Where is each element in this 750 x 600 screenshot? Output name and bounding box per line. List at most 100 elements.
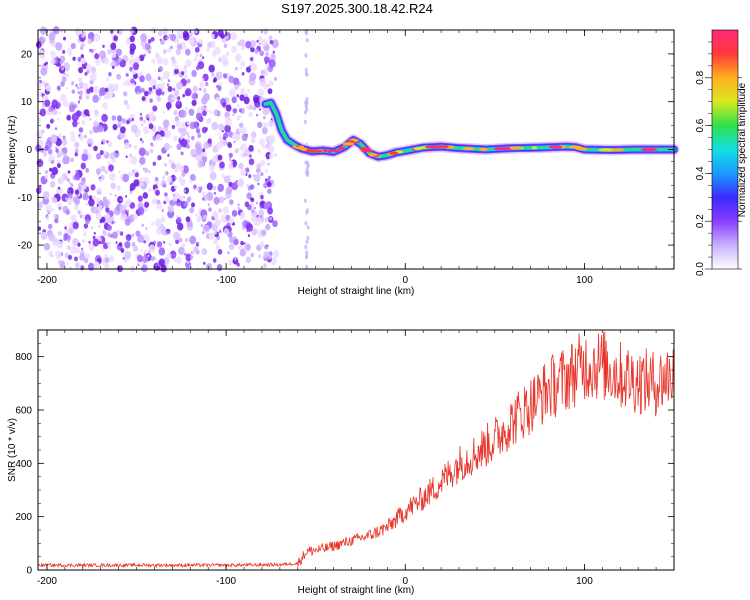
noise-blob	[192, 85, 198, 93]
noise-blob	[261, 229, 267, 236]
noise-blob	[158, 30, 163, 36]
noise-blob	[66, 262, 69, 266]
noise-blob	[248, 145, 254, 152]
noise-blob	[304, 53, 308, 58]
noise-blob	[137, 195, 143, 202]
noise-blob	[170, 33, 176, 42]
noise-blob	[173, 258, 177, 262]
noise-blob	[129, 153, 133, 158]
noise-blob	[263, 28, 269, 35]
noise-blob	[201, 191, 206, 196]
noise-blob	[223, 73, 228, 79]
noise-blob	[259, 241, 265, 248]
noise-blob	[87, 38, 93, 45]
noise-blob	[231, 96, 237, 104]
signal-hotspot	[309, 149, 323, 153]
noise-blob	[117, 123, 121, 128]
colorbar-label: Normalized spectral amplitude	[737, 82, 748, 217]
noise-blob	[305, 97, 309, 102]
noise-blob	[272, 220, 278, 228]
noise-blob	[93, 48, 97, 52]
noise-blob	[108, 71, 112, 77]
noise-blob	[218, 196, 225, 204]
noise-blob	[123, 99, 129, 106]
noise-blob	[52, 108, 58, 116]
noise-blob	[245, 243, 251, 251]
noise-blob	[50, 160, 55, 165]
noise-blob	[65, 209, 70, 216]
noise-blob	[155, 87, 162, 96]
noise-blob	[151, 58, 156, 64]
noise-blob	[71, 104, 76, 110]
noise-blob	[248, 174, 252, 179]
noise-blob	[269, 153, 274, 159]
noise-blob	[267, 188, 272, 194]
noise-blob	[80, 180, 85, 186]
noise-blob	[119, 231, 124, 236]
noise-blob	[214, 46, 221, 55]
snr-series-line	[37, 331, 675, 569]
noise-blob	[197, 159, 205, 168]
noise-blob	[67, 189, 70, 192]
noise-blob	[97, 205, 103, 211]
noise-blob	[142, 192, 148, 199]
noise-blob	[264, 178, 268, 182]
noise-blob	[200, 224, 204, 228]
noise-blob	[238, 108, 242, 113]
noise-blob	[74, 172, 81, 181]
noise-blob	[230, 32, 238, 41]
noise-blob	[112, 231, 118, 239]
noise-blob	[164, 130, 172, 139]
noise-blob	[190, 173, 196, 182]
noise-blob	[191, 69, 197, 78]
noise-blob	[51, 99, 59, 108]
noise-blob	[202, 88, 207, 94]
noise-blob	[259, 78, 266, 87]
noise-blob	[55, 42, 63, 51]
noise-blob	[191, 202, 195, 208]
noise-blob	[174, 68, 179, 75]
noise-blob	[160, 264, 167, 273]
noise-blob	[238, 114, 242, 119]
noise-blob	[56, 163, 61, 169]
noise-blob	[213, 109, 219, 116]
noise-blob	[114, 194, 117, 197]
noise-blob	[213, 191, 217, 195]
noise-blob	[175, 120, 181, 127]
noise-blob	[92, 238, 100, 247]
noise-blob	[176, 81, 183, 91]
noise-blob	[211, 72, 215, 77]
noise-blob	[83, 257, 89, 264]
noise-blob	[102, 196, 107, 202]
noise-blob	[263, 251, 269, 258]
noise-blob	[129, 191, 132, 195]
noise-blob	[85, 203, 88, 206]
noise-blob	[118, 242, 123, 247]
noise-blob	[169, 200, 173, 206]
noise-blob	[43, 232, 46, 235]
noise-blob	[207, 203, 210, 207]
noise-blob	[161, 209, 164, 212]
noise-blob	[88, 198, 95, 207]
noise-blob	[68, 222, 73, 228]
noise-blob	[185, 59, 192, 68]
noise-blob	[157, 155, 162, 161]
noise-blob	[163, 111, 166, 114]
noise-blob	[269, 40, 274, 45]
noise-blob	[167, 86, 173, 92]
noise-blob	[156, 241, 163, 248]
noise-blob	[93, 33, 101, 42]
noise-blob	[254, 216, 262, 226]
noise-blob	[123, 257, 128, 263]
snr-y-tick-label: 600	[15, 406, 32, 417]
noise-blob	[38, 185, 42, 191]
noise-blob	[69, 181, 72, 185]
noise-blob	[158, 247, 166, 256]
noise-blob	[170, 145, 173, 149]
noise-blob	[47, 148, 53, 155]
noise-blob	[82, 82, 89, 90]
noise-blob	[83, 148, 88, 155]
noise-blob	[77, 86, 80, 90]
noise-blob	[228, 75, 235, 84]
noise-blob	[258, 234, 262, 238]
